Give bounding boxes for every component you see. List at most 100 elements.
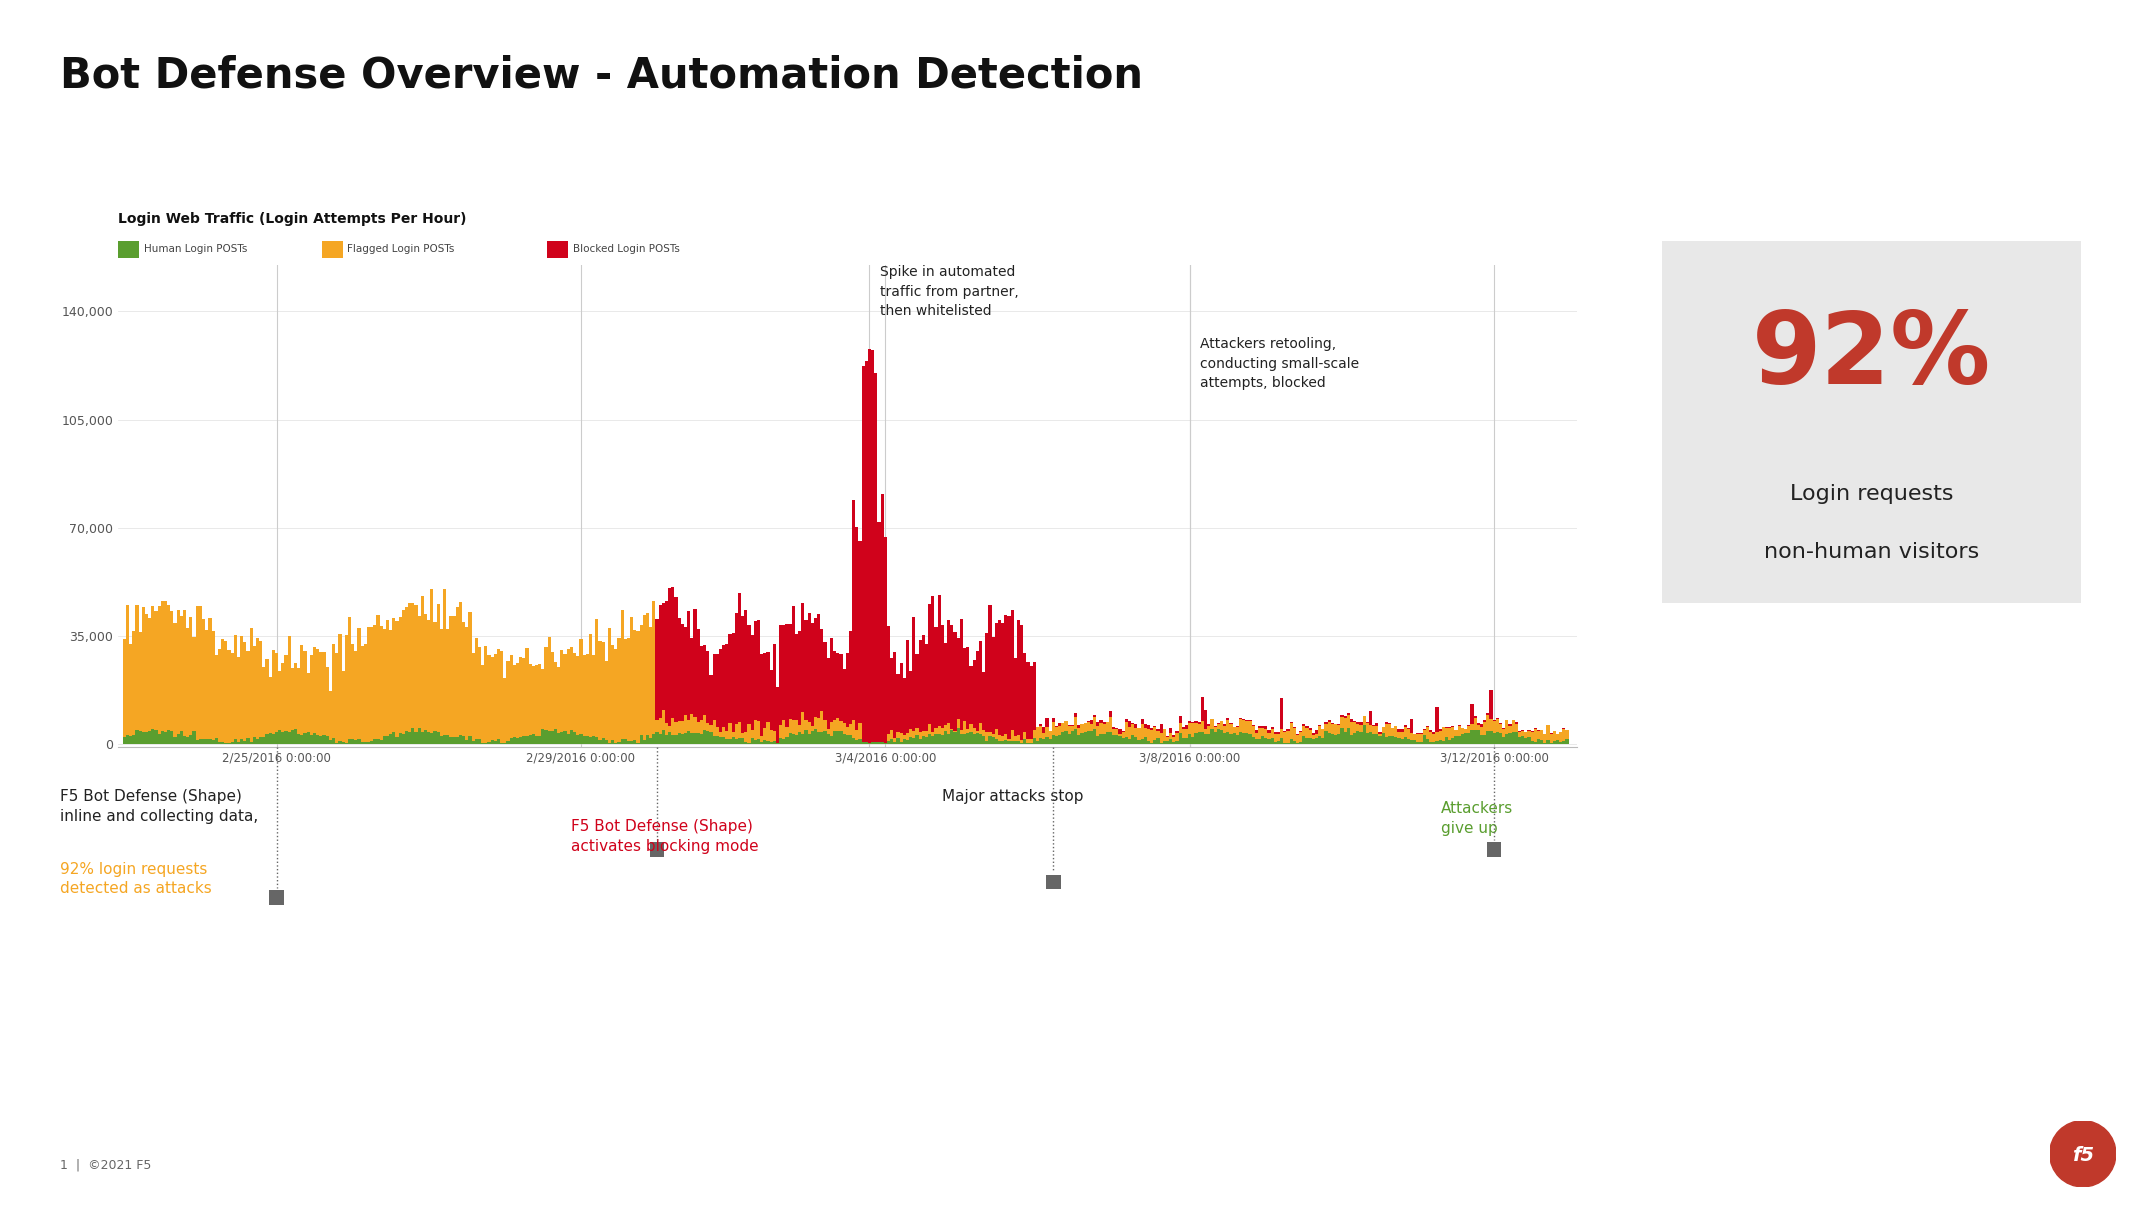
Bar — [564, 654, 566, 731]
Bar — [931, 733, 935, 736]
Bar — [684, 716, 686, 734]
Bar — [1502, 737, 1506, 743]
Bar — [1070, 725, 1075, 731]
Bar — [1118, 734, 1122, 735]
Bar — [740, 739, 744, 743]
Bar — [862, 742, 864, 743]
Bar — [684, 627, 686, 716]
Bar — [577, 657, 579, 735]
Bar — [1396, 729, 1401, 731]
Bar — [706, 731, 710, 743]
Bar — [195, 740, 199, 743]
Bar — [899, 733, 903, 742]
Bar — [811, 725, 813, 731]
Bar — [1422, 735, 1426, 743]
Bar — [1008, 741, 1010, 743]
Bar — [1555, 734, 1559, 740]
Bar — [1489, 731, 1493, 743]
Bar — [719, 648, 723, 731]
Bar — [1401, 740, 1403, 743]
Bar — [785, 727, 789, 736]
Bar — [1105, 722, 1109, 731]
Bar — [365, 643, 367, 742]
Bar — [740, 733, 744, 739]
Bar — [1474, 730, 1476, 743]
Bar — [753, 719, 757, 740]
Bar — [1439, 731, 1441, 741]
Bar — [1369, 731, 1373, 743]
Bar — [995, 739, 997, 743]
Bar — [704, 645, 706, 715]
Bar — [817, 718, 819, 733]
Bar — [354, 740, 358, 743]
Bar — [1360, 724, 1362, 731]
Bar — [1184, 725, 1188, 729]
Bar — [1341, 717, 1343, 728]
Bar — [382, 736, 386, 743]
Bar — [1148, 729, 1150, 741]
Bar — [875, 742, 877, 743]
Bar — [1559, 741, 1562, 743]
Bar — [1373, 724, 1375, 727]
Bar — [1163, 741, 1167, 743]
Bar — [1356, 722, 1360, 724]
Bar — [287, 636, 292, 731]
Bar — [1386, 724, 1388, 736]
Bar — [1229, 724, 1233, 734]
Bar — [1077, 735, 1081, 743]
Bar — [1467, 733, 1469, 743]
Bar — [174, 737, 176, 743]
Bar — [433, 731, 438, 743]
Bar — [371, 627, 373, 741]
Bar — [1360, 731, 1362, 743]
Bar — [1375, 725, 1379, 734]
Bar — [169, 731, 174, 743]
Bar — [1156, 731, 1160, 739]
Bar — [1336, 725, 1341, 735]
Bar — [553, 729, 558, 743]
Bar — [1229, 734, 1233, 743]
Bar — [978, 734, 982, 743]
Bar — [1246, 733, 1248, 743]
Bar — [869, 349, 871, 743]
Bar — [1173, 737, 1175, 742]
Bar — [929, 724, 931, 734]
Bar — [918, 640, 922, 731]
Bar — [644, 616, 646, 740]
Bar — [579, 734, 583, 743]
Bar — [959, 730, 963, 734]
Bar — [1051, 718, 1055, 722]
Bar — [1349, 735, 1353, 743]
Bar — [886, 625, 890, 734]
Bar — [594, 736, 598, 743]
Bar — [1036, 727, 1038, 741]
Bar — [1512, 731, 1514, 743]
Bar — [1394, 725, 1396, 737]
Bar — [667, 733, 671, 743]
Bar — [704, 730, 706, 743]
Bar — [1452, 728, 1454, 737]
Bar — [1255, 734, 1257, 739]
Bar — [779, 625, 783, 725]
Bar — [1115, 735, 1118, 743]
Bar — [133, 631, 135, 735]
Bar — [275, 731, 279, 743]
Bar — [1308, 737, 1313, 743]
Bar — [864, 362, 869, 742]
Bar — [455, 607, 459, 736]
Bar — [1240, 731, 1242, 743]
Bar — [1306, 727, 1308, 728]
Bar — [1420, 742, 1422, 743]
Bar — [187, 736, 189, 743]
Bar — [1388, 736, 1392, 743]
Bar — [843, 734, 845, 743]
Bar — [1261, 736, 1263, 743]
Bar — [601, 642, 605, 737]
Bar — [924, 643, 929, 730]
Bar — [1375, 723, 1379, 725]
Bar — [532, 734, 534, 743]
Bar — [122, 639, 127, 736]
Bar — [302, 733, 307, 743]
Bar — [590, 736, 592, 743]
Bar — [189, 735, 193, 743]
